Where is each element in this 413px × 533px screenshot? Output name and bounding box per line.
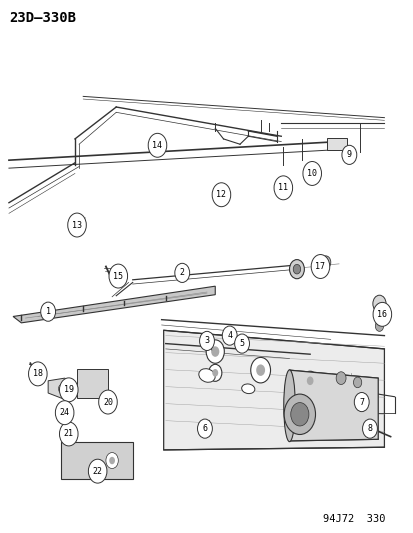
Text: 24: 24 bbox=[59, 408, 69, 417]
Polygon shape bbox=[289, 370, 377, 441]
Text: 94J72  330: 94J72 330 bbox=[322, 514, 384, 524]
Circle shape bbox=[88, 459, 107, 483]
Circle shape bbox=[306, 376, 313, 385]
Circle shape bbox=[199, 332, 214, 351]
Circle shape bbox=[55, 401, 74, 425]
Text: 7: 7 bbox=[358, 398, 363, 407]
Text: 16: 16 bbox=[376, 310, 387, 319]
Circle shape bbox=[372, 302, 391, 326]
Text: 1: 1 bbox=[45, 307, 50, 316]
Circle shape bbox=[174, 263, 189, 282]
Text: 4: 4 bbox=[227, 331, 232, 340]
Circle shape bbox=[106, 453, 118, 469]
Circle shape bbox=[292, 264, 300, 274]
Circle shape bbox=[372, 295, 385, 312]
Circle shape bbox=[302, 161, 321, 185]
Circle shape bbox=[234, 334, 249, 353]
Polygon shape bbox=[13, 286, 215, 323]
Circle shape bbox=[273, 176, 292, 200]
Text: 20: 20 bbox=[103, 398, 113, 407]
Circle shape bbox=[58, 384, 65, 393]
Circle shape bbox=[206, 340, 224, 364]
Text: 6: 6 bbox=[202, 424, 207, 433]
Ellipse shape bbox=[283, 370, 294, 442]
Text: 14: 14 bbox=[152, 141, 162, 150]
Circle shape bbox=[335, 372, 345, 384]
Text: 3: 3 bbox=[204, 336, 209, 345]
Ellipse shape bbox=[241, 384, 254, 393]
Circle shape bbox=[211, 346, 219, 357]
Circle shape bbox=[211, 183, 230, 207]
Circle shape bbox=[290, 402, 308, 426]
Ellipse shape bbox=[198, 369, 215, 382]
Circle shape bbox=[323, 260, 327, 265]
Text: 10: 10 bbox=[306, 169, 316, 178]
FancyBboxPatch shape bbox=[326, 138, 347, 150]
Circle shape bbox=[68, 213, 86, 237]
Circle shape bbox=[289, 260, 304, 279]
FancyBboxPatch shape bbox=[77, 369, 108, 398]
Circle shape bbox=[375, 321, 383, 332]
Circle shape bbox=[40, 302, 55, 321]
Text: 13: 13 bbox=[72, 221, 82, 230]
Circle shape bbox=[250, 358, 270, 383]
Text: 15: 15 bbox=[113, 272, 123, 280]
Circle shape bbox=[302, 371, 317, 390]
Circle shape bbox=[28, 362, 47, 386]
Circle shape bbox=[98, 390, 117, 414]
Text: 19: 19 bbox=[64, 385, 74, 394]
Circle shape bbox=[354, 392, 368, 411]
Circle shape bbox=[197, 419, 212, 438]
Circle shape bbox=[320, 256, 330, 269]
Circle shape bbox=[362, 419, 377, 438]
Text: 17: 17 bbox=[315, 262, 325, 271]
Text: 18: 18 bbox=[33, 369, 43, 378]
Text: 11: 11 bbox=[278, 183, 287, 192]
Circle shape bbox=[148, 133, 166, 157]
Circle shape bbox=[283, 394, 315, 434]
Text: 21: 21 bbox=[64, 430, 74, 439]
Circle shape bbox=[311, 255, 329, 278]
Text: 22: 22 bbox=[93, 467, 102, 475]
Text: 2: 2 bbox=[179, 269, 184, 277]
Circle shape bbox=[222, 326, 237, 345]
FancyBboxPatch shape bbox=[60, 442, 133, 479]
Text: 9: 9 bbox=[346, 150, 351, 159]
Text: 8: 8 bbox=[367, 424, 372, 433]
Circle shape bbox=[341, 146, 356, 165]
Circle shape bbox=[256, 365, 264, 376]
Circle shape bbox=[109, 264, 127, 288]
Circle shape bbox=[208, 365, 221, 381]
Circle shape bbox=[109, 457, 115, 464]
Text: 5: 5 bbox=[239, 339, 244, 348]
Polygon shape bbox=[163, 330, 384, 450]
Circle shape bbox=[353, 377, 361, 387]
Circle shape bbox=[59, 422, 78, 446]
Circle shape bbox=[212, 369, 218, 377]
Polygon shape bbox=[48, 378, 77, 399]
Text: 12: 12 bbox=[216, 190, 226, 199]
Text: 23D–330B: 23D–330B bbox=[9, 11, 76, 26]
Circle shape bbox=[59, 378, 78, 402]
